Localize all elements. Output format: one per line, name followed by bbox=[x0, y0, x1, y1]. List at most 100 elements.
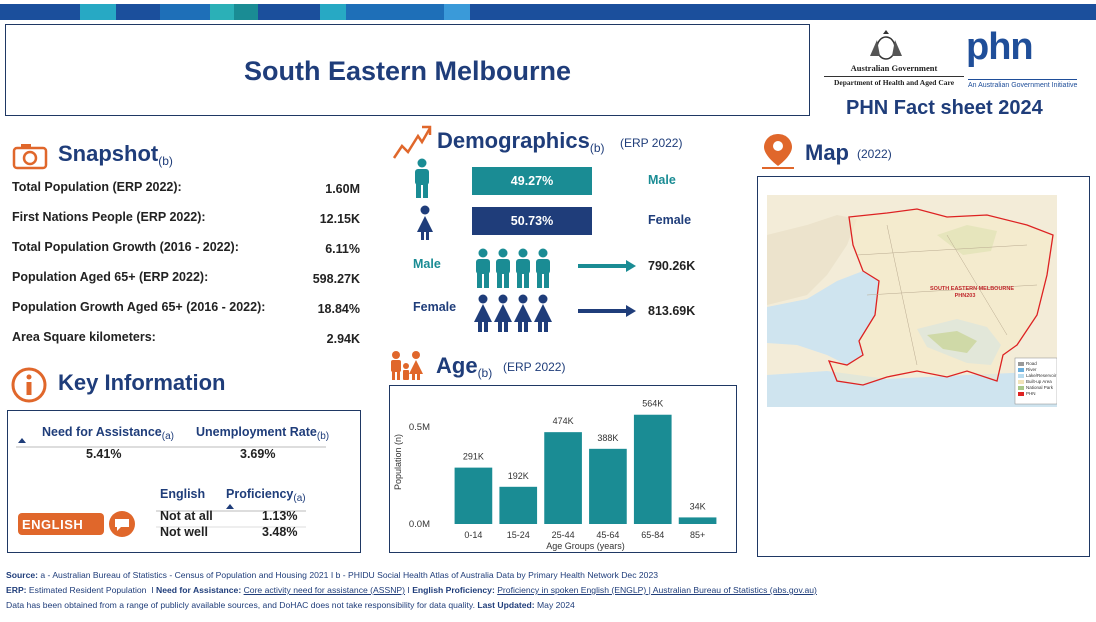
map-legend-swatch bbox=[1018, 392, 1024, 396]
key-info-box bbox=[7, 410, 361, 553]
snapshot-label: Population Aged 65+ (ERP 2022): bbox=[12, 270, 209, 284]
map-image bbox=[767, 195, 1057, 407]
english-badge: ENGLISH bbox=[18, 510, 140, 538]
x-tick-label: 25-44 bbox=[552, 530, 575, 540]
footer-need-link[interactable]: Core activity need for assistance (ASSNP… bbox=[243, 585, 406, 595]
english-badge-text: ENGLISH bbox=[22, 517, 84, 532]
population-icons bbox=[474, 248, 636, 332]
footer-english-label: English Proficiency: bbox=[412, 585, 495, 595]
footer-line3: Data has been obtained from a range of p… bbox=[6, 601, 575, 610]
map-region-label: SOUTH EASTERN MELBOURNE bbox=[930, 286, 1015, 292]
male-share: 49.27% bbox=[510, 174, 554, 188]
snapshot-label: Total Population (ERP 2022): bbox=[12, 180, 182, 194]
female-share-box bbox=[472, 207, 592, 235]
page-subtitle: PHN Fact sheet 2024 bbox=[846, 97, 1043, 119]
english-row-label: Not well bbox=[160, 525, 208, 539]
value-label: 291K bbox=[463, 452, 484, 462]
footer-line1: Source: a - Australian Bureau of Statist… bbox=[6, 571, 658, 580]
map-legend-swatch bbox=[1018, 362, 1024, 366]
male-share-label: Male bbox=[648, 173, 676, 187]
x-tick-label: 85+ bbox=[690, 530, 705, 540]
top-stripe bbox=[0, 4, 1096, 20]
x-tick-label: 0-14 bbox=[464, 530, 482, 540]
value-label: 34K bbox=[690, 501, 706, 511]
snapshot-value: 12.15K bbox=[319, 212, 360, 226]
bar bbox=[633, 414, 672, 524]
unemployment-label: Unemployment Rate(b) bbox=[196, 426, 329, 442]
male-count-label: Male bbox=[413, 257, 441, 271]
key-info-rule bbox=[16, 438, 326, 448]
need-note: (a) bbox=[161, 431, 174, 442]
footer-erp-label: ERP: bbox=[6, 585, 27, 595]
proficiency-note: (a) bbox=[293, 493, 306, 504]
footer-source-label: Source: bbox=[6, 570, 38, 580]
value-label: 388K bbox=[597, 433, 618, 443]
demographics-erp: (ERP 2022) bbox=[620, 136, 683, 150]
unemployment-note: (b) bbox=[316, 431, 330, 442]
male-share-box bbox=[472, 167, 592, 195]
snapshot-title: Snapshot(b) bbox=[58, 141, 173, 168]
y-axis-title: Population (n) bbox=[393, 434, 403, 490]
age-title-text: Age bbox=[436, 353, 478, 378]
gov-line1: Australian Government bbox=[850, 63, 938, 73]
footer-separator: I bbox=[405, 585, 413, 595]
proficiency-header: Proficiency(a) bbox=[226, 488, 306, 504]
snapshot-label: Area Square kilometers: bbox=[12, 330, 156, 344]
snapshot-title-text: Snapshot bbox=[58, 141, 159, 166]
snapshot-value: 2.94K bbox=[326, 332, 360, 346]
female-count: 813.69K bbox=[648, 304, 696, 318]
snapshot-note: (b) bbox=[158, 154, 173, 168]
map-title: Map bbox=[805, 140, 849, 165]
y-tick-label: 0.0M bbox=[409, 519, 430, 530]
gender-icons bbox=[415, 158, 433, 240]
unemployment-label-text: Unemployment Rate bbox=[196, 425, 317, 439]
x-axis-title: Age Groups (years) bbox=[546, 541, 625, 551]
snapshot-label: Total Population Growth (2016 - 2022): bbox=[12, 240, 239, 254]
gov-line2: Department of Health and Aged Care bbox=[824, 76, 964, 87]
female-count-label: Female bbox=[413, 300, 457, 314]
english-table-rules bbox=[156, 504, 306, 528]
male-count: 790.26K bbox=[648, 259, 696, 273]
proficiency-header-text: Proficiency bbox=[226, 487, 294, 501]
unemployment-value: 3.69% bbox=[240, 447, 276, 461]
footer-english-link[interactable]: Proficiency in spoken English (ENGLP) | … bbox=[497, 585, 817, 595]
need-label-text: Need for Assistance bbox=[42, 425, 162, 439]
snapshot-label: First Nations People (ERP 2022): bbox=[12, 210, 206, 224]
map-legend-swatch bbox=[1018, 386, 1024, 390]
footer-updated-label: Last Updated: bbox=[477, 600, 535, 610]
x-tick-label: 15-24 bbox=[507, 530, 530, 540]
english-row-label: Not at all bbox=[160, 509, 213, 523]
english-row-value: 3.48% bbox=[262, 525, 298, 539]
map-legend-swatch bbox=[1018, 368, 1024, 372]
map-year: (2022) bbox=[857, 147, 892, 161]
map-legend-label: River bbox=[1026, 366, 1037, 372]
snapshot-value: 18.84% bbox=[317, 302, 360, 316]
bar bbox=[589, 448, 627, 524]
footer-updated: May 2024 bbox=[534, 600, 575, 610]
snapshot-value: 1.60M bbox=[325, 182, 360, 196]
y-tick-label: 0.5M bbox=[409, 422, 430, 433]
x-tick-label: 65-84 bbox=[641, 530, 664, 540]
map-legend-label: Road bbox=[1026, 360, 1037, 366]
value-label: 474K bbox=[553, 416, 574, 426]
phn-tagline: An Australian Government Initiative bbox=[968, 79, 1078, 89]
need-label: Need for Assistance(a) bbox=[42, 426, 174, 442]
value-label: 192K bbox=[508, 471, 529, 481]
phn-logo: phn bbox=[966, 26, 1034, 68]
value-label: 564K bbox=[642, 399, 663, 409]
english-header: English bbox=[160, 487, 206, 501]
map-legend-swatch bbox=[1018, 374, 1024, 378]
demographics-note: (b) bbox=[589, 141, 605, 155]
footer-line2: ERP: Estimated Resident Population I Nee… bbox=[6, 586, 817, 595]
footer-erp: Estimated Resident Population I bbox=[26, 585, 157, 595]
age-note: (b) bbox=[477, 366, 493, 380]
age-title: Age(b) bbox=[436, 353, 493, 380]
key-info-title: Key Information bbox=[58, 370, 226, 395]
map-legend-swatch bbox=[1018, 380, 1024, 384]
map-pin-icon bbox=[762, 134, 794, 169]
family-icon bbox=[391, 351, 423, 380]
map-legend-label: Built-up Area bbox=[1026, 378, 1052, 384]
footer-disclaimer: Data has been obtained from a range of p… bbox=[6, 600, 478, 610]
bar bbox=[678, 517, 717, 524]
